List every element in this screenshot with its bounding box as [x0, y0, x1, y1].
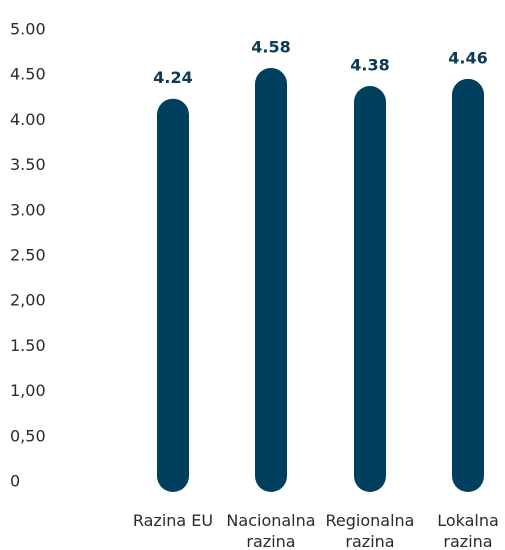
- data-label: 4.24: [153, 68, 192, 87]
- y-tick-label: 1,00: [10, 381, 46, 400]
- x-tick-label: Razina EU: [132, 511, 214, 530]
- x-tick-label: Nacionalna razina: [226, 511, 316, 550]
- bar: [354, 86, 386, 492]
- y-tick-label: 0,50: [10, 426, 46, 445]
- data-label: 4.46: [448, 48, 487, 67]
- plot: 0 0,50 1,00 1.50 2,00 2.50 3.00 3.50 4.00 4.50 5.0…: [10, 20, 488, 492]
- y-tick-label: 3.00: [10, 200, 46, 219]
- y-tick-label: 5.00: [10, 20, 46, 39]
- y-tick-label: 2,00: [10, 291, 46, 310]
- y-tick-label: 1.50: [10, 336, 46, 355]
- y-tick-label: 4.00: [10, 110, 46, 129]
- x-tick-label: Lokalna razina: [437, 511, 499, 550]
- y-tick-label: 0: [10, 472, 20, 491]
- bar: [157, 98, 189, 492]
- data-label: 4.58: [251, 37, 290, 56]
- bar: [255, 67, 287, 492]
- y-tick-label: 4.50: [10, 65, 46, 84]
- data-label: 4.38: [350, 56, 389, 75]
- y-tick-label: 2.50: [10, 246, 46, 265]
- y-tick-label: 3.50: [10, 155, 46, 174]
- bar: [452, 78, 484, 492]
- x-tick-label: Regionalna razina: [325, 511, 415, 550]
